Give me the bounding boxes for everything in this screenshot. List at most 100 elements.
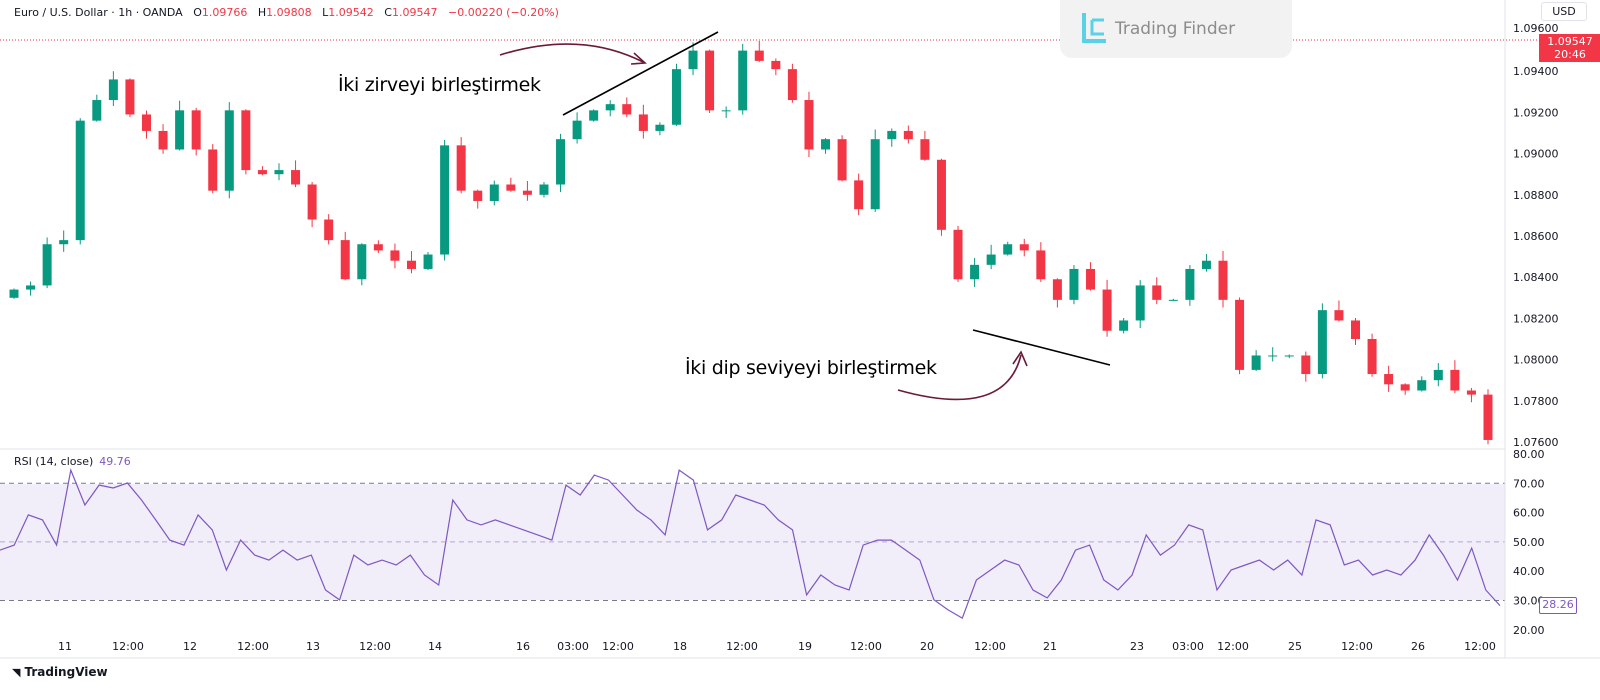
candle: [423, 252, 433, 270]
annotation-top-label: İki zirveyi birleştirmek: [338, 74, 541, 96]
candle: [572, 112, 582, 144]
candle-body: [1367, 339, 1377, 375]
candle-body: [572, 120, 582, 140]
candle: [1152, 277, 1162, 305]
time-tick-label: 16: [516, 640, 530, 653]
candle: [1069, 265, 1079, 305]
candle: [324, 214, 334, 245]
candle-body: [1433, 369, 1443, 381]
time-tick-label: 26: [1411, 640, 1425, 653]
candle: [108, 71, 118, 107]
time-tick-label: 12:00: [602, 640, 634, 653]
candle-body: [1251, 355, 1261, 370]
time-tick-label: 19: [798, 640, 812, 653]
candle: [1317, 303, 1327, 379]
price-tick-label: 1.08600: [1513, 230, 1559, 243]
candle-body: [373, 244, 383, 251]
candle-body: [506, 184, 516, 191]
candle: [506, 177, 516, 192]
candle: [1384, 365, 1394, 392]
price-tick-label: 1.08400: [1513, 271, 1559, 284]
tradingview-logo-text: TradingView: [24, 665, 108, 679]
candle-body: [390, 250, 400, 261]
currency-button[interactable]: USD: [1541, 2, 1587, 21]
candle-body: [705, 50, 715, 111]
candle: [539, 182, 549, 198]
candle-body: [423, 254, 433, 269]
close-label: C: [384, 6, 392, 19]
candle-body: [1119, 320, 1129, 331]
candle-body: [1400, 384, 1410, 391]
candle-body: [1019, 244, 1029, 251]
candle-body: [324, 219, 334, 241]
candle-body: [9, 289, 19, 298]
candle-body: [141, 114, 151, 131]
rsi-tick-label: 50.00: [1513, 536, 1545, 549]
bottom-trendline[interactable]: [972, 329, 1111, 366]
rsi-legend[interactable]: RSI (14, close) 49.76: [14, 455, 131, 468]
candle: [92, 94, 102, 122]
candle: [1367, 333, 1377, 377]
candle: [1036, 242, 1046, 282]
candle: [125, 78, 135, 118]
tradingview-logo[interactable]: ◥ TradingView: [12, 665, 108, 679]
candle-body: [340, 240, 350, 280]
candle: [42, 237, 52, 289]
last-price: 1.09547: [1547, 35, 1593, 48]
high-value: 1.09808: [266, 6, 312, 19]
candle-body: [1351, 320, 1361, 339]
candle: [854, 173, 864, 216]
candle: [754, 40, 764, 62]
candle-body: [1268, 355, 1278, 357]
candle: [1119, 317, 1129, 334]
symbol-legend[interactable]: Euro / U.S. Dollar · 1h · OANDA O1.09766…: [14, 6, 559, 19]
candle: [390, 243, 400, 269]
candle: [1301, 351, 1311, 382]
rsi-tick-label: 40.00: [1513, 565, 1545, 578]
candle: [191, 107, 201, 156]
symbol-title: Euro / U.S. Dollar · 1h · OANDA: [14, 6, 183, 19]
candle-body: [257, 170, 267, 175]
bottom-arrow: [897, 354, 1022, 401]
candle-body: [440, 145, 450, 255]
candle-body: [208, 149, 218, 191]
candle: [1450, 360, 1460, 394]
bar-countdown: 20:46: [1554, 48, 1586, 61]
candle: [241, 109, 251, 175]
candle: [1235, 297, 1245, 375]
candle-body: [1334, 310, 1344, 321]
candle-body: [671, 69, 681, 125]
candle: [75, 118, 85, 245]
rsi-label: RSI (14, close): [14, 455, 94, 468]
candle: [804, 91, 814, 158]
open-label: O: [193, 6, 202, 19]
price-tick-label: 1.08200: [1513, 312, 1559, 325]
top-trendline[interactable]: [562, 31, 719, 116]
candle-body: [870, 139, 880, 210]
candle-body: [605, 104, 615, 111]
candle-body: [804, 100, 814, 150]
rsi-tick-label: 20.00: [1513, 624, 1545, 637]
candle-body: [1003, 244, 1013, 255]
candle: [1251, 350, 1261, 371]
candle-body: [1483, 394, 1493, 440]
candle: [671, 63, 681, 126]
candle-body: [688, 50, 698, 70]
annotation-bottom-label: İki dip seviyeyi birleştirmek: [685, 357, 937, 379]
candle-body: [42, 244, 52, 286]
candle: [59, 230, 69, 252]
candle-body: [75, 120, 85, 241]
candle-body: [473, 190, 483, 201]
candle-body: [589, 110, 599, 121]
candle-body: [406, 260, 416, 269]
candle-body: [953, 229, 963, 280]
candle-body: [456, 145, 466, 191]
candle-body: [986, 254, 996, 265]
candle: [655, 122, 665, 136]
time-tick-label: 18: [673, 640, 687, 653]
candle-body: [92, 100, 102, 121]
candle-body: [1168, 299, 1178, 301]
watermark-text: Trading Finder: [1115, 19, 1236, 39]
top-arrow: [499, 43, 644, 63]
